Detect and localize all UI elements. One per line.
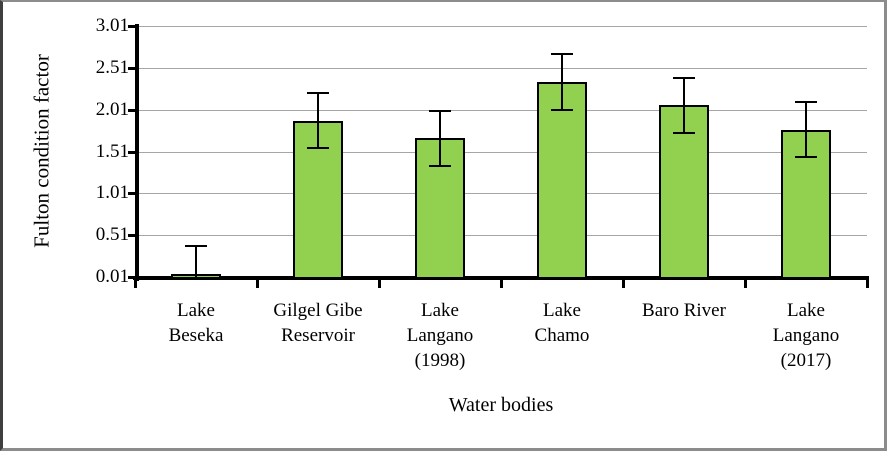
gridline <box>139 67 867 69</box>
x-category-label: Lake Langano (1998) <box>406 300 474 371</box>
error-bar-line <box>683 77 685 134</box>
y-tick-label: 1.51 <box>95 140 129 162</box>
x-tick <box>866 280 869 288</box>
y-tick-label: 3.01 <box>95 15 129 36</box>
bar <box>659 105 709 279</box>
y-tick-label: 2.01 <box>95 98 129 120</box>
error-bar-cap-bottom <box>429 164 451 167</box>
x-tick <box>378 280 381 288</box>
y-tick <box>128 25 137 28</box>
y-tick <box>128 66 137 70</box>
x-tick <box>744 280 747 288</box>
y-tick <box>128 234 137 238</box>
y-tick <box>128 108 137 112</box>
x-axis-line <box>133 276 869 280</box>
error-bar-cap-bottom <box>307 147 329 150</box>
x-category-label: Lake Beseka <box>168 300 224 346</box>
error-bar-cap-top <box>551 53 573 56</box>
x-tick <box>134 280 137 288</box>
y-tick <box>128 192 137 196</box>
error-bar-cap-top <box>673 76 695 79</box>
x-tick <box>622 280 625 288</box>
x-category-label: Baro River <box>642 300 726 321</box>
y-tick-label: 0.51 <box>95 224 129 246</box>
y-tick <box>128 150 137 154</box>
error-bar-cap-top <box>185 245 207 248</box>
x-tick <box>256 280 259 288</box>
y-tick-label: 0.01 <box>95 266 129 287</box>
error-bar-cap-bottom <box>673 132 695 135</box>
error-bar-cap-top <box>795 101 817 104</box>
error-bar-line <box>561 54 563 110</box>
gridline <box>139 235 867 237</box>
x-axis-title: Water bodies <box>448 394 554 416</box>
y-tick-label: 1.01 <box>95 182 129 204</box>
y-tick <box>128 276 137 279</box>
error-bar-cap-top <box>307 91 329 94</box>
error-bar-cap-top <box>429 109 451 112</box>
x-tick <box>500 280 503 288</box>
error-bar-line <box>317 92 319 149</box>
error-bar-cap-bottom <box>795 156 817 159</box>
y-tick-label: 2.51 <box>95 56 129 78</box>
bar <box>293 120 343 279</box>
x-category-label: Lake Langano (2017) <box>772 300 840 371</box>
error-bar-line <box>805 102 807 158</box>
bar <box>537 82 587 279</box>
error-bar-line <box>439 110 441 166</box>
error-bar-cap-bottom <box>551 108 573 111</box>
y-axis-line <box>135 24 139 281</box>
y-axis-title: Fulton condition factor <box>29 54 54 248</box>
error-bar-line <box>195 246 197 277</box>
x-category-label: Lake Chamo <box>534 300 590 346</box>
gridline <box>139 193 867 195</box>
gridline <box>139 151 867 153</box>
gridline <box>139 109 867 111</box>
gridline <box>139 26 867 27</box>
x-category-label: Gilgel Gibe Reservoir <box>273 300 363 346</box>
